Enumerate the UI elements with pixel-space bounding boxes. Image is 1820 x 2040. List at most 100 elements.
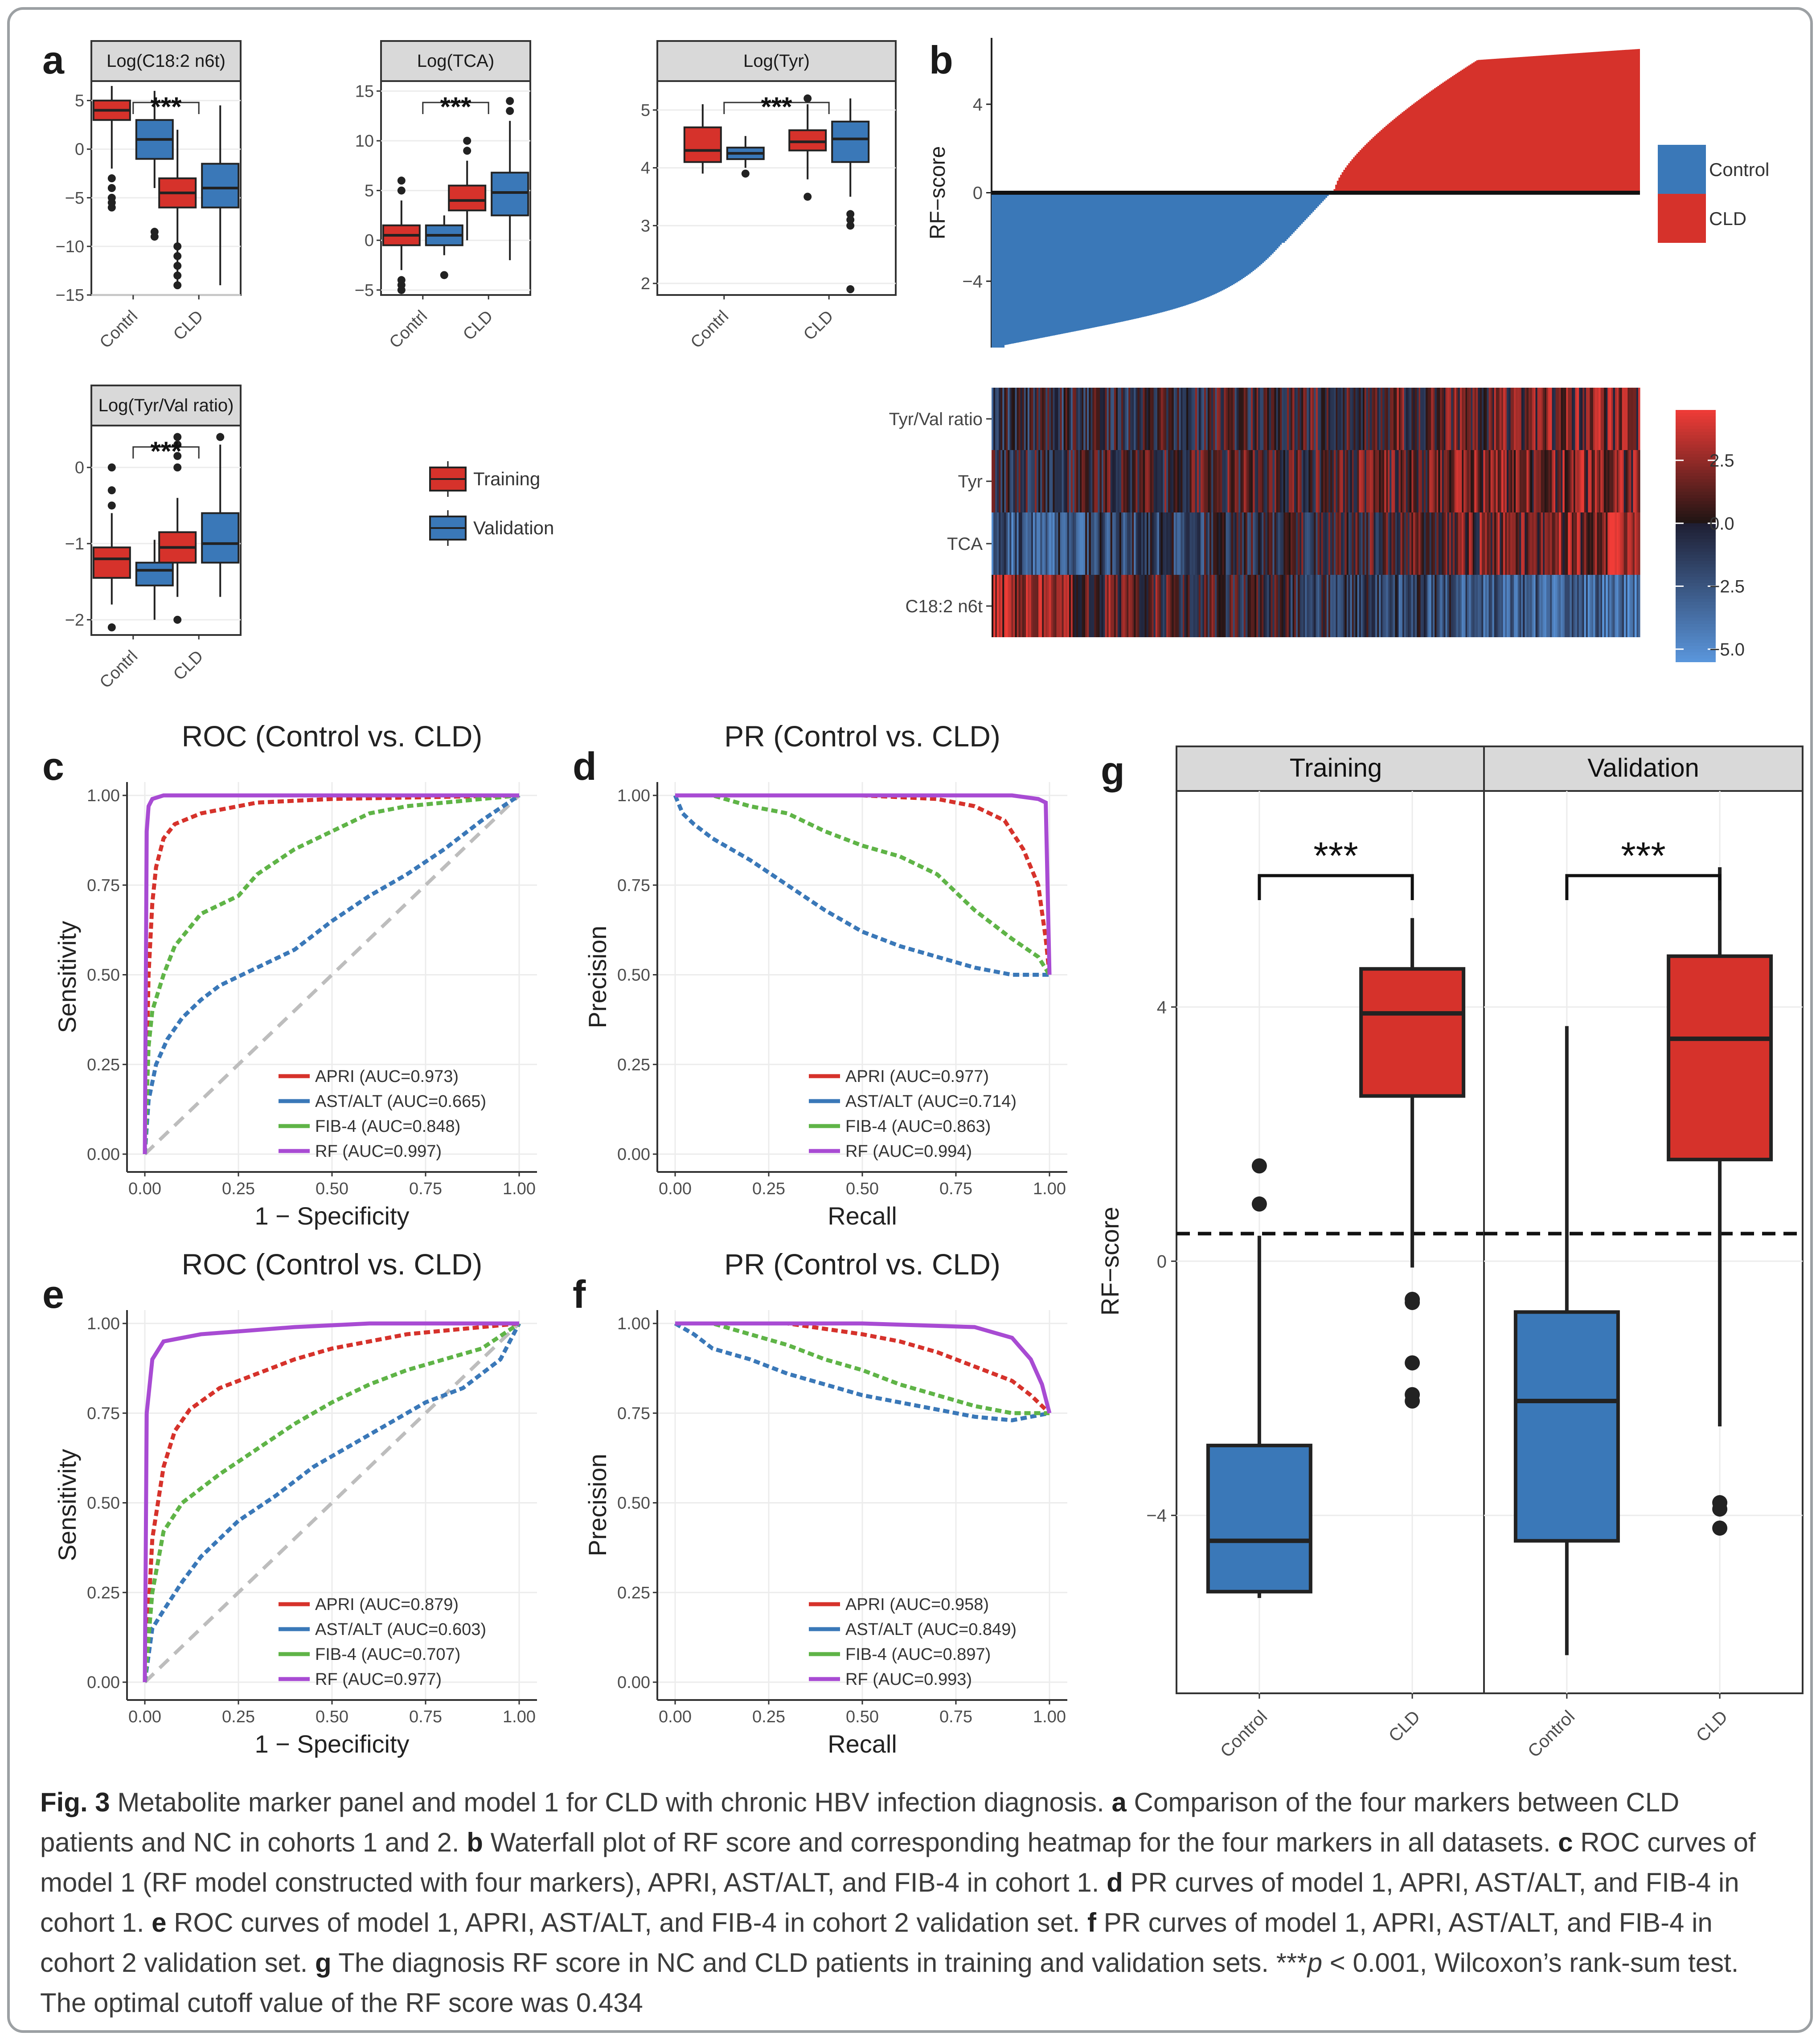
panel-a-legend: Training Validation xyxy=(429,461,554,546)
heatmap-cells xyxy=(1115,512,1118,575)
heatmap-cells xyxy=(1260,388,1262,450)
heatmap-cells xyxy=(1218,450,1221,512)
outlier-point xyxy=(173,452,182,460)
reference-diagonal xyxy=(143,794,521,1155)
heatmap-cells xyxy=(1191,388,1194,450)
heatmap-cells xyxy=(1070,388,1073,450)
colorbar-step xyxy=(1676,438,1716,442)
heatmap-cells xyxy=(1377,512,1379,575)
heatmap-cells xyxy=(1609,512,1619,575)
heatmap-cells xyxy=(1516,450,1518,512)
colorbar-step xyxy=(1676,511,1716,515)
colorbar-step xyxy=(1676,658,1716,662)
heatmap-cells xyxy=(1516,575,1518,637)
heatmap-cells xyxy=(1184,575,1187,637)
y-tick-label: 0.00 xyxy=(87,1145,120,1164)
heatmap-cells xyxy=(1555,450,1558,512)
heatmap-cells xyxy=(1566,512,1568,575)
x-tick-label: Contrl xyxy=(687,307,732,352)
caption-a-text: Comparison of the four markers between C… xyxy=(40,1787,1680,1857)
y-tick-label: −15 xyxy=(56,286,84,305)
heatmap-cells xyxy=(1200,575,1203,637)
heatmap-row-label: C18:2 n6t xyxy=(906,597,983,616)
heatmap-cells xyxy=(1317,512,1320,575)
heatmap-cells xyxy=(1013,512,1016,575)
heatmap-cells xyxy=(1166,512,1168,575)
heatmap-cells xyxy=(1478,388,1480,450)
y-tick-label: 1.00 xyxy=(87,1315,120,1333)
heatmap-cells xyxy=(1355,575,1358,637)
heatmap-cells xyxy=(1182,512,1185,575)
heatmap-cells xyxy=(1285,450,1287,512)
colorbar-step xyxy=(1676,520,1716,524)
heatmap-cells xyxy=(1485,450,1488,512)
colorbar-step xyxy=(1676,514,1716,518)
heatmap-row-label: TCA xyxy=(947,534,983,554)
heatmap-cells xyxy=(1144,575,1147,637)
heatmap-cells xyxy=(1024,388,1026,450)
heatmap-cells xyxy=(1080,575,1082,637)
heatmap-cells xyxy=(1044,388,1046,450)
colorbar-step xyxy=(1676,426,1716,430)
outlier-point xyxy=(846,210,855,218)
heatmap-cells xyxy=(1497,512,1500,575)
panel-letter-c: c xyxy=(42,744,64,788)
box-control xyxy=(1513,1310,1620,1543)
heatmap-cells xyxy=(1038,450,1041,512)
heatmap-cells xyxy=(1000,388,1003,450)
heatmap-cells xyxy=(1107,512,1109,575)
outlier-point xyxy=(107,501,116,510)
heatmap-cells xyxy=(1314,575,1316,637)
heatmap-cells xyxy=(1205,512,1208,575)
x-tick-label: Contrl xyxy=(386,307,431,352)
heatmap-cells xyxy=(1172,450,1174,512)
heatmap-cells xyxy=(1208,512,1210,575)
heatmap-cells xyxy=(993,575,996,637)
heatmap-cells xyxy=(1307,388,1309,450)
heatmap-cells xyxy=(1418,512,1421,575)
figure-caption: Fig. 3 Metabolite marker panel and model… xyxy=(40,1782,1778,2023)
colorbar-step xyxy=(1676,517,1716,521)
colorbar-step xyxy=(1676,422,1716,426)
caption-title: Metabolite marker panel and model 1 for … xyxy=(110,1787,1112,1817)
heatmap-cells xyxy=(1074,512,1077,575)
heatmap-cells xyxy=(1056,450,1062,512)
colorbar-step xyxy=(1676,557,1716,561)
heatmap-cells xyxy=(1128,512,1131,575)
outlier-point xyxy=(846,221,855,230)
heatmap-cells xyxy=(1424,450,1426,512)
x-tick-label: 0.50 xyxy=(846,1708,879,1726)
x-tick-label: 1.00 xyxy=(1033,1180,1066,1198)
heatmap-cells xyxy=(999,512,1001,575)
significance-stars: *** xyxy=(150,436,182,466)
heatmap-cells xyxy=(1038,388,1041,450)
heatmap-cells xyxy=(1078,575,1080,637)
heatmap-cells xyxy=(1101,512,1104,575)
heatmap-cells xyxy=(1094,575,1097,637)
heatmap-cells xyxy=(1333,512,1336,575)
box-training xyxy=(788,129,827,152)
heatmap-cells xyxy=(1636,512,1639,575)
heatmap-cells xyxy=(1108,575,1111,637)
heatmap-cells xyxy=(1166,575,1168,637)
colorbar-step xyxy=(1676,577,1716,581)
heatmap-cells xyxy=(1501,512,1504,575)
caption-a: a xyxy=(1111,1787,1127,1817)
heatmap-cells xyxy=(1018,450,1021,512)
colorbar-step xyxy=(1676,598,1716,602)
y-tick-label: −10 xyxy=(56,238,84,256)
heatmap-cells xyxy=(1233,388,1235,450)
x-tick-label: 0.25 xyxy=(222,1180,255,1198)
heatmap-cells xyxy=(1242,512,1244,575)
heatmap-cells xyxy=(1532,512,1534,575)
chart-title: ROC (Control vs. CLD) xyxy=(182,720,483,753)
heatmap-cells xyxy=(1263,388,1266,450)
legend-label: RF (AUC=0.993) xyxy=(845,1670,972,1689)
panel-a-plot-1: Log(C18:2 n6t) 5 0 −5 −10 −15 *** Contrl CLD xyxy=(56,40,242,352)
colorbar-step xyxy=(1676,627,1716,631)
heatmap-cells xyxy=(1092,450,1094,512)
heatmap-cells xyxy=(1445,575,1448,637)
colorbar-label: −5.0 xyxy=(1709,640,1745,660)
heatmap-cells xyxy=(1082,512,1084,575)
legend-label-control: Control xyxy=(1709,159,1769,180)
